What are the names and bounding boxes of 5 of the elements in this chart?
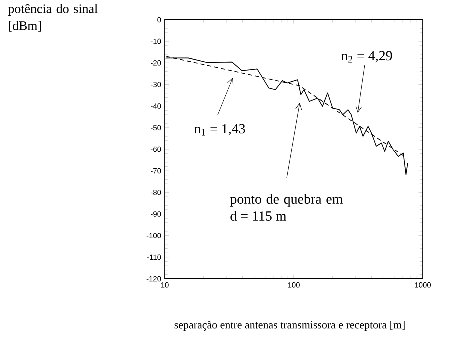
y-axis-title: potência do sinal [dBm] bbox=[8, 4, 98, 32]
annotation: n$_{2}$ = 4,29 bbox=[342, 51, 392, 63]
annotation: n$_{1}$ = 1,43 bbox=[194, 124, 246, 136]
annotation: ponto de quebra em d = 115 m bbox=[230, 194, 343, 221]
x-axis-title: separação entre antenas transmissora e receptora [m] bbox=[174, 321, 405, 331]
